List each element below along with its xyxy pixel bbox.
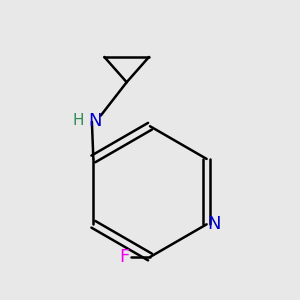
Text: F: F <box>120 248 130 266</box>
Text: N: N <box>207 215 221 233</box>
Text: N: N <box>89 112 102 130</box>
Text: H: H <box>73 113 84 128</box>
